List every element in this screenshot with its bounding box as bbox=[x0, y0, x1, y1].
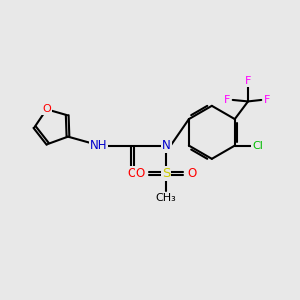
Text: F: F bbox=[224, 95, 231, 105]
Text: NH: NH bbox=[90, 139, 107, 152]
Text: CH₃: CH₃ bbox=[156, 193, 177, 203]
Text: O: O bbox=[136, 167, 145, 180]
Text: O: O bbox=[128, 167, 137, 180]
Text: O: O bbox=[42, 104, 51, 114]
Text: F: F bbox=[263, 95, 270, 105]
Text: Cl: Cl bbox=[252, 141, 263, 151]
Text: O: O bbox=[188, 167, 197, 180]
Text: N: N bbox=[162, 139, 171, 152]
Text: F: F bbox=[245, 76, 251, 86]
Text: S: S bbox=[162, 167, 170, 180]
